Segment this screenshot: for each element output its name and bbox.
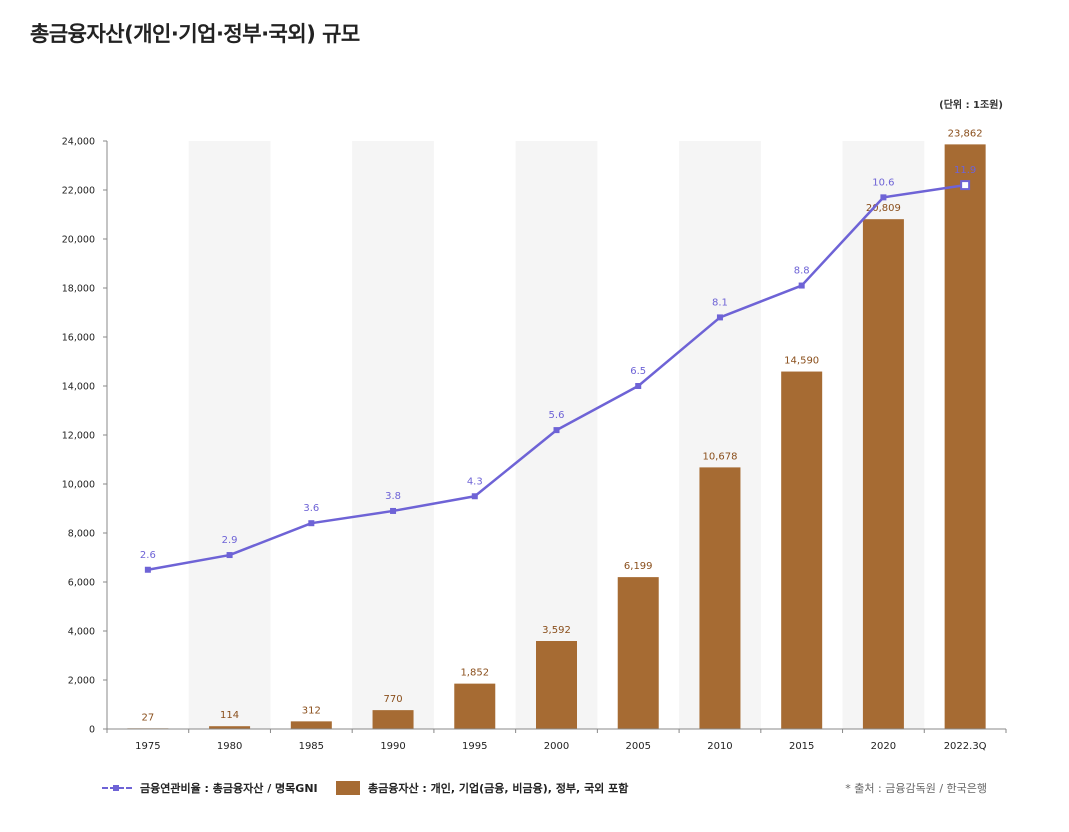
- bar-value-label: 114: [220, 710, 239, 721]
- bar-value-label: 10,678: [702, 451, 737, 462]
- legend-bar-label: 총금융자산 : 개인, 기업(금융, 비금융), 정부, 국외 포함: [368, 782, 629, 795]
- band-1980: [188, 141, 271, 729]
- ratio-point: [798, 282, 805, 289]
- x-tick-label: 1990: [380, 741, 405, 752]
- ratio-value-label: 2.6: [140, 550, 156, 561]
- ratio-value-label: 8.1: [712, 297, 728, 308]
- bar-value-label: 27: [141, 712, 154, 723]
- bar-1995: [454, 683, 496, 729]
- ratio-point: [553, 427, 560, 434]
- legend-line-label: 금융연관비율 : 총금융자산 / 명목GNI: [140, 782, 318, 795]
- bar-2005: [617, 577, 659, 729]
- ratio-point: [471, 493, 478, 500]
- ratio-value-label: 6.5: [630, 366, 646, 377]
- y-tick-label: 6,000: [68, 578, 95, 589]
- y-tick-label: 24,000: [62, 137, 95, 148]
- ratio-value-label: 4.3: [467, 476, 483, 487]
- bar-value-label: 14,590: [784, 356, 819, 367]
- y-tick-label: 4,000: [68, 627, 95, 638]
- legend-line-swatch: [102, 783, 132, 793]
- bar-value-label: 20,809: [866, 203, 901, 214]
- bar-value-label: 23,862: [948, 128, 983, 139]
- ratio-value-label: 11.9: [954, 165, 976, 176]
- ratio-point: [635, 383, 642, 389]
- x-tick-label: 2022.3Q: [944, 741, 987, 752]
- ratio-point: [960, 180, 971, 191]
- bar-2010: [699, 467, 741, 729]
- bar-value-label: 3,592: [542, 625, 571, 636]
- bar-value-label: 1,852: [460, 668, 489, 679]
- band-1990: [352, 141, 434, 729]
- y-tick-label: 10,000: [62, 480, 95, 491]
- x-tick-label: 1985: [299, 741, 324, 752]
- legend-bar-item: 총금융자산 : 개인, 기업(금융, 비금융), 정부, 국외 포함: [336, 780, 628, 796]
- source-note: * 출처 : 금융감독원 / 한국은행: [845, 782, 987, 795]
- bar-1990: [372, 710, 414, 729]
- y-tick-label: 18,000: [62, 284, 95, 295]
- bar-value-label: 6,199: [624, 561, 653, 572]
- bar-1985: [290, 721, 332, 729]
- unit-label: (단위 : 1조원): [939, 100, 1003, 111]
- ratio-value-label: 10.6: [872, 177, 894, 188]
- ratio-value-label: 8.8: [794, 266, 810, 277]
- ratio-point: [880, 194, 887, 201]
- legend-line-item: 금융연관비율 : 총금융자산 / 명목GNI: [102, 780, 318, 796]
- x-tick-label: 1995: [462, 741, 487, 752]
- bar-2000: [536, 640, 577, 729]
- ratio-value-label: 3.8: [385, 491, 401, 502]
- x-tick-label: 1975: [135, 741, 160, 752]
- ratio-value-label: 5.6: [549, 410, 565, 421]
- x-tick-label: 1980: [217, 741, 242, 752]
- y-tick-label: 8,000: [68, 529, 95, 540]
- band-2000: [515, 141, 598, 729]
- x-tick-label: 2010: [707, 741, 732, 752]
- y-tick-label: 20,000: [62, 235, 95, 246]
- bar-2015: [781, 371, 823, 729]
- bar-2022.3Q: [944, 144, 986, 730]
- x-tick-label: 2020: [871, 741, 896, 752]
- legend-bar-swatch: [336, 781, 360, 795]
- bar-value-label: 770: [383, 694, 402, 705]
- bar-1980: [209, 726, 251, 729]
- x-tick-label: 2005: [626, 741, 651, 752]
- chart-area: 0 2,000 4,000 6,000 8,000 10,000 12,000 14,000 1…: [62, 128, 1007, 752]
- ratio-value-label: 3.6: [303, 503, 319, 514]
- ratio-point: [226, 552, 233, 559]
- chart-title: 총금융자산(개인·기업·정부·국외) 규모: [30, 22, 360, 46]
- ratio-point: [390, 507, 397, 514]
- bar-2020: [862, 219, 904, 729]
- y-tick-label: 22,000: [62, 186, 95, 197]
- y-tick-label: 12,000: [62, 431, 95, 442]
- ratio-point: [144, 566, 151, 573]
- y-tick-label: 14,000: [62, 382, 95, 393]
- bar-value-label: 312: [302, 705, 321, 716]
- y-tick-label: 16,000: [62, 333, 95, 344]
- y-tick-label: 0: [89, 725, 95, 736]
- x-tick-label: 2015: [789, 741, 814, 752]
- y-tick-label: 2,000: [68, 676, 95, 687]
- x-tick-label: 2000: [544, 741, 569, 752]
- ratio-point: [308, 520, 315, 527]
- ratio-point: [716, 314, 723, 321]
- ratio-value-label: 2.9: [222, 535, 238, 546]
